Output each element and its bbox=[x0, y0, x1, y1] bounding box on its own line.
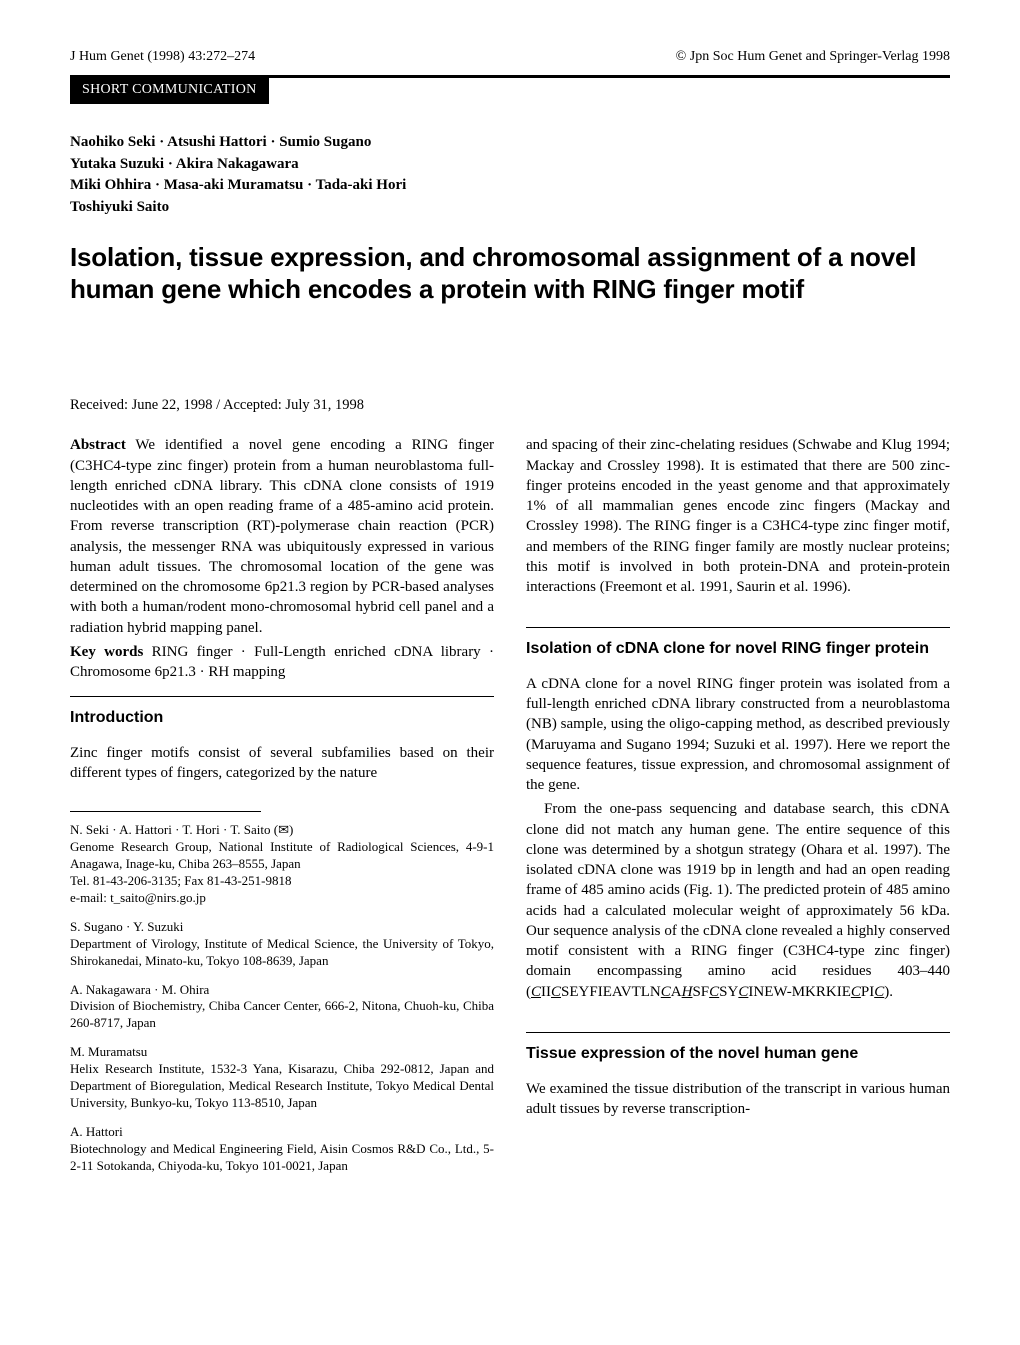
author-line: Naohiko Seki · Atsushi Hattori · Sumio S… bbox=[70, 132, 950, 154]
abstract-text: We identified a novel gene encoding a RI… bbox=[70, 437, 494, 635]
author-list: Naohiko Seki · Atsushi Hattori · Sumio S… bbox=[70, 132, 950, 219]
introduction-paragraph: Zinc finger motifs consist of several su… bbox=[70, 743, 494, 784]
copyright-line: © Jpn Soc Hum Genet and Springer-Verlag … bbox=[676, 48, 950, 67]
affiliation-group: M. Muramatsu Helix Research Institute, 1… bbox=[70, 1044, 494, 1112]
keywords-label: Key words bbox=[70, 644, 143, 660]
affiliations-block: N. Seki · A. Hattori · T. Hori · T. Sait… bbox=[70, 811, 494, 1174]
affiliation-group: N. Seki · A. Hattori · T. Hori · T. Sait… bbox=[70, 822, 494, 906]
affiliation-group: S. Sugano · Y. Suzuki Department of Viro… bbox=[70, 919, 494, 970]
section-label: SHORT COMMUNICATION bbox=[70, 77, 269, 104]
affiliation-line: Helix Research Institute, 1532-3 Yana, K… bbox=[70, 1061, 494, 1112]
tissue-heading: Tissue expression of the novel human gen… bbox=[526, 1043, 950, 1065]
section-rule bbox=[526, 1032, 950, 1033]
intro-continued: and spacing of their zinc-chelating resi… bbox=[526, 435, 950, 597]
keywords: Key words RING finger · Full-Length enri… bbox=[70, 642, 494, 683]
article-dates: Received: June 22, 1998 / Accepted: July… bbox=[70, 396, 950, 416]
author-line: Toshiyuki Saito bbox=[70, 197, 950, 219]
right-column: and spacing of their zinc-chelating resi… bbox=[526, 435, 950, 1186]
affiliation-names: A. Nakagawara · M. Ohira bbox=[70, 982, 494, 999]
affiliation-names: S. Sugano · Y. Suzuki bbox=[70, 919, 494, 936]
author-line: Miki Ohhira · Masa-aki Muramatsu · Tada-… bbox=[70, 175, 950, 197]
affiliation-names: N. Seki · A. Hattori · T. Hori · T. Sait… bbox=[70, 822, 494, 839]
left-column: Abstract We identified a novel gene enco… bbox=[70, 435, 494, 1186]
journal-citation: J Hum Genet (1998) 43:272–274 bbox=[70, 48, 255, 67]
affiliation-line: e-mail: t_saito@nirs.go.jp bbox=[70, 890, 494, 907]
section-rule bbox=[526, 627, 950, 628]
article-title: Isolation, tissue expression, and chromo… bbox=[70, 241, 950, 306]
section-rule bbox=[70, 696, 494, 697]
affiliation-group: A. Hattori Biotechnology and Medical Eng… bbox=[70, 1124, 494, 1175]
affiliation-line: Department of Virology, Institute of Med… bbox=[70, 936, 494, 970]
tissue-paragraph: We examined the tissue distribution of t… bbox=[526, 1079, 950, 1120]
author-line: Yutaka Suzuki · Akira Nakagawara bbox=[70, 154, 950, 176]
affiliation-line: Genome Research Group, National Institut… bbox=[70, 839, 494, 873]
affiliation-group: A. Nakagawara · M. Ohira Division of Bio… bbox=[70, 982, 494, 1033]
affiliation-line: Division of Biochemistry, Chiba Cancer C… bbox=[70, 998, 494, 1032]
affiliation-line: Biotechnology and Medical Engineering Fi… bbox=[70, 1141, 494, 1175]
affiliation-names: M. Muramatsu bbox=[70, 1044, 494, 1061]
affiliation-rule bbox=[70, 811, 261, 812]
affiliation-names: A. Hattori bbox=[70, 1124, 494, 1141]
isolation-paragraph-2: From the one-pass sequencing and databas… bbox=[526, 799, 950, 1002]
isolation-paragraph-1: A cDNA clone for a novel RING finger pro… bbox=[526, 674, 950, 796]
abstract-label: Abstract bbox=[70, 437, 126, 453]
isolation-heading: Isolation of cDNA clone for novel RING f… bbox=[526, 638, 950, 660]
affiliation-line: Tel. 81-43-206-3135; Fax 81-43-251-9818 bbox=[70, 873, 494, 890]
introduction-heading: Introduction bbox=[70, 707, 494, 729]
abstract: Abstract We identified a novel gene enco… bbox=[70, 435, 494, 638]
